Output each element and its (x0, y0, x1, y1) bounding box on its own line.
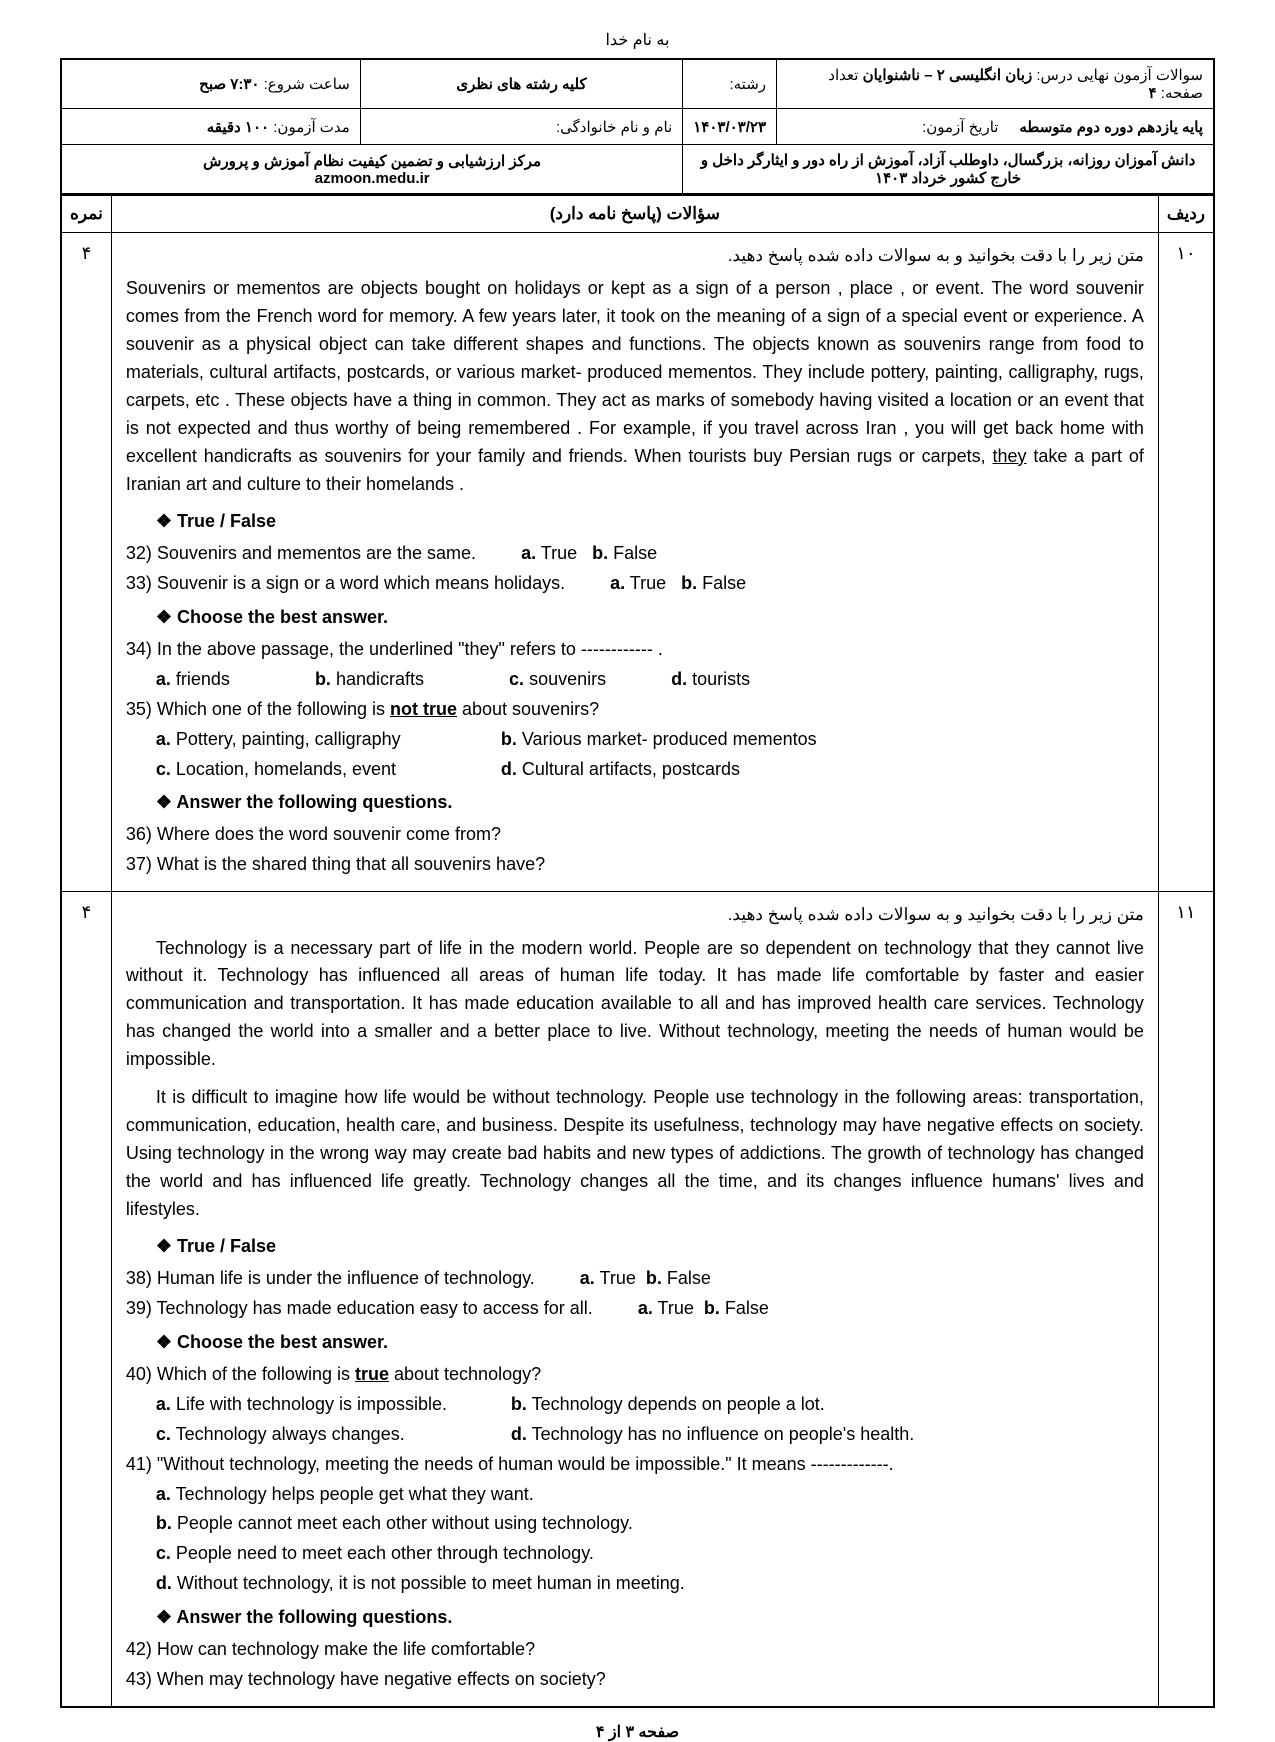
col-nomre: نمره (61, 196, 111, 233)
exam-date-label: تاریخ آزمون: (922, 119, 998, 136)
col-questions-title: سؤالات (پاسخ نامه دارد) (111, 196, 1158, 233)
q11-score: ۴ (61, 892, 111, 1707)
exam-date-value: ۱۴۰۳/۰۳/۲۳ (693, 119, 766, 136)
col-radif: ردیف (1158, 196, 1214, 233)
grade-value: پایه یازدهم دوره دوم متوسطه (1019, 119, 1203, 136)
q32: 32) Souvenirs and mementos are the same.… (126, 540, 1144, 568)
q10-content: متن زیر را با دقت بخوانید و به سوالات دا… (111, 233, 1158, 892)
pages-value: ۴ (1149, 85, 1157, 102)
name-label: نام و نام خانوادگی: (556, 119, 672, 136)
q35: 35) Which one of the following is not tr… (126, 696, 1144, 724)
q37: 37) What is the shared thing that all so… (126, 851, 1144, 879)
duration-value: ۱۰۰ دقیقه (207, 119, 269, 136)
page-top-title: به نام خدا (60, 30, 1215, 50)
q41a: a. Technology helps people get what they… (156, 1481, 1144, 1509)
q10-passage: Souvenirs or mementos are objects bought… (126, 275, 1144, 498)
q10-passage-they: they (992, 446, 1026, 466)
q43: 43) When may technology have negative ef… (126, 1666, 1144, 1694)
q34-options: a. friends b. handicrafts c. souvenirs d… (156, 666, 1144, 694)
exam-header-table: سوالات آزمون نهایی درس: زبان انگلیسی ۲ –… (60, 58, 1215, 195)
course-label: سوالات آزمون نهایی درس: (1036, 67, 1203, 84)
major-value: کلیه رشته های نظری (456, 76, 586, 93)
q41c: c. People need to meet each other throug… (156, 1540, 1144, 1568)
questions-table: ردیف سؤالات (پاسخ نامه دارد) نمره ۱۰ متن… (60, 195, 1215, 1708)
q40-cd: c. Technology always changes. d. Technol… (156, 1421, 1144, 1449)
page-footer: صفحه ۳ از ۴ (60, 1722, 1215, 1742)
q10-answer-heading: Answer the following questions. (156, 789, 1144, 817)
q10-choose-heading: Choose the best answer. (156, 604, 1144, 632)
q39: 39) Technology has made education easy t… (126, 1295, 1144, 1323)
q11-p2: It is difficult to imagine how life woul… (126, 1084, 1144, 1223)
q33: 33) Souvenir is a sign or a word which m… (126, 570, 1144, 598)
start-time-label: ساعت شروع: (264, 76, 350, 93)
q11-answer-heading: Answer the following questions. (156, 1604, 1144, 1632)
q10-intro: متن زیر را با دقت بخوانید و به سوالات دا… (126, 243, 1144, 269)
q36: 36) Where does the word souvenir come fr… (126, 821, 1144, 849)
q35-options-cd: c. Location, homelands, event d. Cultura… (156, 756, 1144, 784)
q41: 41) "Without technology, meeting the nee… (126, 1451, 1144, 1479)
q35-options-ab: a. Pottery, painting, calligraphy b. Var… (156, 726, 1144, 754)
q11-p1: Technology is a necessary part of life i… (126, 935, 1144, 1074)
course-value: زبان انگلیسی ۲ – ناشنوایان (863, 67, 1033, 84)
q40-ab: a. Life with technology is impossible. b… (156, 1391, 1144, 1419)
duration-label: مدت آزمون: (273, 119, 350, 136)
q11-number: ۱۱ (1158, 892, 1214, 1707)
q11-content: متن زیر را با دقت بخوانید و به سوالات دا… (111, 892, 1158, 1707)
students-scope: دانش آموزان روزانه، بزرگسال، داوطلب آزاد… (701, 152, 1195, 187)
start-time-value: ۷:۳۰ صبح (199, 76, 259, 93)
q11-choose-heading: Choose the best answer. (156, 1329, 1144, 1357)
q11-intro: متن زیر را با دقت بخوانید و به سوالات دا… (126, 902, 1144, 928)
q41d: d. Without technology, it is not possibl… (156, 1570, 1144, 1598)
q40: 40) Which of the following is true about… (126, 1361, 1144, 1389)
q10-tf-heading: True / False (156, 508, 1144, 536)
org-name: مرکز ارزشیابی و تضمین کیفیت نظام آموزش و… (72, 152, 672, 170)
major-label: رشته: (729, 76, 766, 93)
q11-tf-heading: True / False (156, 1233, 1144, 1261)
org-url: azmoon.medu.ir (72, 170, 672, 187)
q10-score: ۴ (61, 233, 111, 892)
q38: 38) Human life is under the influence of… (126, 1265, 1144, 1293)
q10-number: ۱۰ (1158, 233, 1214, 892)
q41b: b. People cannot meet each other without… (156, 1510, 1144, 1538)
q34: 34) In the above passage, the underlined… (126, 636, 1144, 664)
